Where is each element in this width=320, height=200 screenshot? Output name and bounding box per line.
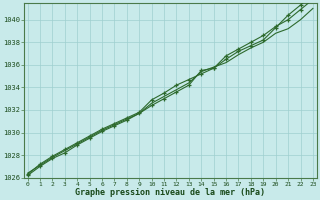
X-axis label: Graphe pression niveau de la mer (hPa): Graphe pression niveau de la mer (hPa) <box>75 188 265 197</box>
